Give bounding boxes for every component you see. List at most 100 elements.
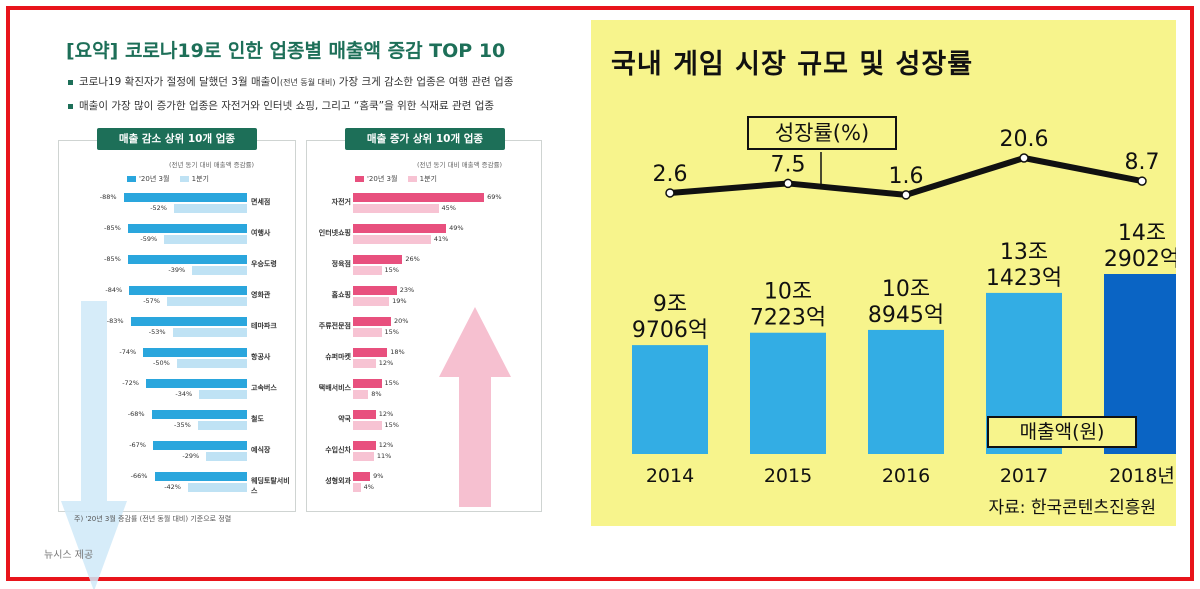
category-label: 택배서비스 bbox=[318, 384, 351, 392]
bullet-1-rest: 가장 크게 감소한 업종은 여행 관련 업종 bbox=[335, 76, 514, 88]
bullet-dot bbox=[68, 79, 73, 85]
decrease-box-note: (전년 동기 대비 매출액 증감률) bbox=[169, 161, 255, 169]
decrease-box: 매출 감소 상위 10개 업종 (전년 동기 대비 매출액 증감률) '20년 … bbox=[58, 128, 296, 589]
sales-label: 매출액(원) bbox=[987, 416, 1137, 448]
bar-q1-decrease bbox=[192, 266, 247, 275]
value-label-march: 20% bbox=[394, 317, 409, 325]
bar-march-increase bbox=[353, 348, 388, 357]
value-label-q1: -39% bbox=[168, 266, 186, 274]
year-tick-label: 2015 bbox=[764, 465, 812, 487]
value-label-q1: -59% bbox=[140, 235, 158, 243]
sales-value-label-line1: 10조 bbox=[764, 280, 812, 305]
bar-q1-decrease bbox=[188, 483, 247, 492]
photo-credit: 뉴시스 제공 bbox=[44, 550, 94, 561]
bar-march-decrease bbox=[123, 193, 247, 202]
summary-bullet-1: 코로나19 확진자가 절정에 달했던 3월 매출이(전년 동월 대비) 가장 크… bbox=[68, 74, 513, 89]
bar-q1-decrease bbox=[198, 421, 247, 430]
sales-bar bbox=[868, 329, 944, 454]
value-label-march: 15% bbox=[384, 379, 399, 387]
bar-march-decrease bbox=[128, 224, 247, 233]
legend-swatch-q1 bbox=[179, 176, 189, 182]
bar-q1-increase bbox=[353, 297, 390, 306]
value-label-march: -84% bbox=[105, 286, 123, 294]
category-label: 여행사 bbox=[251, 229, 271, 237]
value-label-march: -74% bbox=[119, 348, 137, 356]
year-tick-label: 2016 bbox=[882, 465, 930, 487]
category-label: 주류전문점 bbox=[318, 322, 351, 330]
game-market-chart: 국내 게임 시장 규모 및 성장률 9조 9706억 2014 10조 7223억 201… bbox=[591, 20, 1176, 526]
category-label: 영화관 bbox=[251, 291, 271, 299]
value-label-q1: -42% bbox=[164, 483, 181, 491]
category-label: 면세점 bbox=[251, 198, 271, 206]
bar-q1-decrease bbox=[177, 359, 247, 368]
category-label: 우승도령 bbox=[251, 260, 277, 268]
bar-q1-decrease bbox=[206, 452, 247, 461]
bar-q1-decrease bbox=[167, 297, 247, 306]
category-label: 정육점 bbox=[331, 260, 351, 268]
value-label-q1: -50% bbox=[153, 359, 170, 367]
category-label: 자전거 bbox=[331, 198, 351, 206]
increase-box: 매출 증가 상위 10개 업종 (전년 동기 대비 매출액 증감률) '20년 … bbox=[306, 128, 542, 512]
growth-rate-value-label: 8.7 bbox=[1125, 150, 1160, 175]
value-label-q1: 41% bbox=[433, 235, 449, 243]
sales-value-label-line2: 1423억 bbox=[986, 266, 1062, 291]
increase-box-title: 매출 증가 상위 10개 업종 bbox=[345, 128, 505, 150]
legend-swatch-q1 bbox=[407, 176, 417, 182]
bar-march-decrease bbox=[130, 317, 247, 326]
bullet-1-main: 코로나19 확진자가 절정에 달했던 3월 매출이 bbox=[79, 76, 280, 88]
growth-rate-value-label: 1.6 bbox=[889, 164, 924, 189]
bar-q1-decrease bbox=[174, 204, 247, 213]
year-tick-label: 2018년 bbox=[1109, 465, 1175, 487]
value-label-q1: -34% bbox=[175, 390, 193, 398]
value-label-march: -88% bbox=[99, 193, 117, 201]
sales-value-label-line1: 13조 bbox=[1000, 240, 1048, 265]
bar-march-increase bbox=[353, 193, 485, 202]
legend-swatch-march bbox=[355, 176, 364, 182]
sales-value-label-line1: 14조 bbox=[1118, 221, 1166, 246]
legend-march: '20년 3월 bbox=[139, 175, 170, 183]
summary-bullet-2: 매출이 가장 많이 증가한 업종은 자전거와 인터넷 쇼핑, 그리고 “홈쿡”을… bbox=[68, 98, 494, 113]
data-source: 자료: 한국콘텐츠진흥원 bbox=[988, 498, 1156, 518]
legend-q1: 1분기 bbox=[191, 175, 209, 183]
infographic-title: [요약] 코로나19로 인한 업종별 매출액 증감 TOP 10 bbox=[66, 40, 506, 62]
growth-rate-value-label: 20.6 bbox=[1000, 127, 1049, 152]
decrease-legend: '20년 3월 1분기 bbox=[119, 174, 209, 184]
value-label-q1: -35% bbox=[174, 421, 191, 429]
growth-rate-point bbox=[1019, 153, 1029, 163]
growth-rate-point bbox=[665, 188, 675, 198]
bar-q1-increase bbox=[353, 204, 439, 213]
bar-q1-decrease bbox=[172, 328, 247, 337]
value-label-march: 12% bbox=[378, 410, 394, 418]
bar-q1-increase bbox=[353, 359, 376, 368]
bar-q1-increase bbox=[353, 483, 361, 492]
value-label-q1: 15% bbox=[384, 266, 399, 274]
bar-march-decrease bbox=[154, 472, 247, 481]
value-label-march: 18% bbox=[390, 348, 405, 356]
category-label: 성형외과 bbox=[325, 477, 351, 485]
chart-title: 국내 게임 시장 규모 및 성장률 bbox=[611, 49, 974, 80]
value-label-march: -83% bbox=[106, 317, 124, 325]
bar-march-increase bbox=[353, 472, 371, 481]
bar-q1-increase bbox=[353, 421, 382, 430]
value-label-q1: 15% bbox=[384, 328, 399, 336]
sales-value-label-line1: 10조 bbox=[882, 277, 930, 302]
sales-value-label-line2: 7223억 bbox=[750, 306, 826, 331]
increase-arrow-icon bbox=[439, 307, 511, 507]
value-label-march: -72% bbox=[122, 379, 139, 387]
bar-q1-increase bbox=[353, 266, 382, 275]
bar-march-increase bbox=[353, 410, 376, 419]
growth-rate-point bbox=[1137, 176, 1147, 186]
category-label: 수입신차 bbox=[325, 446, 351, 454]
bar-march-decrease bbox=[143, 348, 247, 357]
value-label-q1: -53% bbox=[148, 328, 166, 336]
category-label: 예식장 bbox=[251, 446, 271, 454]
value-label-march: -85% bbox=[104, 224, 121, 232]
decrease-arrow-icon bbox=[61, 301, 127, 589]
bar-march-decrease bbox=[151, 410, 247, 419]
value-label-march: -66% bbox=[130, 472, 148, 480]
value-label-march: -85% bbox=[104, 255, 121, 263]
category-label: 홈쇼핑 bbox=[331, 291, 351, 299]
growth-rate-point bbox=[901, 190, 911, 200]
bar-q1-increase bbox=[353, 452, 374, 461]
value-label-q1: 12% bbox=[378, 359, 394, 367]
